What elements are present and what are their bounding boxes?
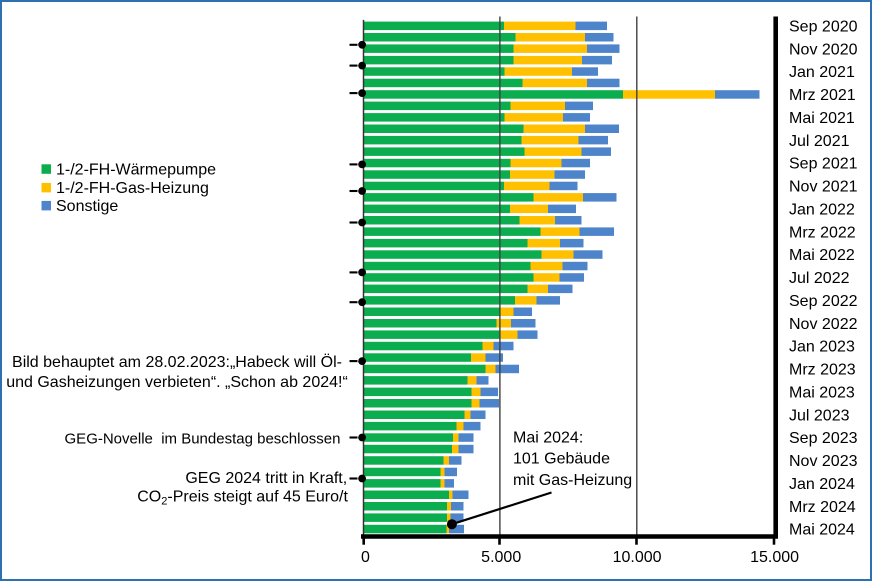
svg-text:Mrz 2021: Mrz 2021 — [789, 87, 856, 104]
svg-text:Mai 2024:: Mai 2024: — [513, 429, 583, 446]
svg-text:Nov 2023: Nov 2023 — [789, 453, 858, 470]
svg-text:CO2-Preis steigt auf 45 Euro/t: CO2-Preis steigt auf 45 Euro/t — [137, 488, 348, 507]
svg-text:Sep 2023: Sep 2023 — [789, 430, 858, 447]
svg-text:Jan 2021: Jan 2021 — [789, 64, 855, 81]
svg-text:10.000: 10.000 — [613, 549, 662, 566]
svg-text:Nov 2022: Nov 2022 — [789, 316, 858, 333]
svg-text:Sep 2021: Sep 2021 — [789, 156, 858, 173]
svg-text:15.000: 15.000 — [750, 549, 799, 566]
svg-text:Jan 2023: Jan 2023 — [789, 339, 855, 356]
svg-text:Jul 2022: Jul 2022 — [789, 270, 850, 287]
svg-text:GEG 2024 tritt in Kraft,: GEG 2024 tritt in Kraft, — [185, 470, 347, 487]
svg-text:1-/2-FH-Gas-Heizung: 1-/2-FH-Gas-Heizung — [56, 180, 209, 197]
svg-text:Mai 2024: Mai 2024 — [789, 522, 855, 539]
svg-text:1-/2-FH-Wärmepumpe: 1-/2-FH-Wärmepumpe — [56, 162, 216, 179]
svg-text:Nov 2021: Nov 2021 — [789, 179, 858, 196]
svg-text:Jul 2021: Jul 2021 — [789, 133, 850, 150]
svg-text:Mrz 2022: Mrz 2022 — [789, 224, 856, 241]
svg-text:und Gasheizungen verbieten“. „: und Gasheizungen verbieten“. „Schon ab 2… — [6, 374, 348, 391]
svg-text:Nov 2020: Nov 2020 — [789, 41, 858, 58]
svg-text:Sep 2022: Sep 2022 — [789, 293, 858, 310]
svg-text:mit Gas-Heizung: mit Gas-Heizung — [513, 472, 632, 489]
svg-text:101 Gebäude: 101 Gebäude — [513, 451, 610, 468]
svg-text:GEG-Novelle im Bundestag besc: GEG-Novelle im Bundestag beschlossen — [65, 430, 341, 447]
svg-text:5.000: 5.000 — [481, 549, 521, 566]
svg-text:Sep 2020: Sep 2020 — [789, 18, 858, 35]
svg-text:Jul 2023: Jul 2023 — [789, 407, 850, 424]
svg-text:0: 0 — [361, 549, 370, 566]
svg-text:Mai 2021: Mai 2021 — [789, 110, 855, 127]
svg-text:Mrz 2023: Mrz 2023 — [789, 362, 856, 379]
svg-text:Mai 2023: Mai 2023 — [789, 384, 855, 401]
svg-text:Mrz 2024: Mrz 2024 — [789, 499, 856, 516]
svg-text:Jan 2022: Jan 2022 — [789, 201, 855, 218]
svg-text:Mai 2022: Mai 2022 — [789, 247, 855, 264]
svg-text:Jan 2024: Jan 2024 — [789, 476, 855, 493]
svg-text:Sonstige: Sonstige — [56, 198, 118, 215]
svg-text:Bild behauptet am 28.02.2023:„: Bild behauptet am 28.02.2023:„Habeck wil… — [12, 353, 342, 371]
